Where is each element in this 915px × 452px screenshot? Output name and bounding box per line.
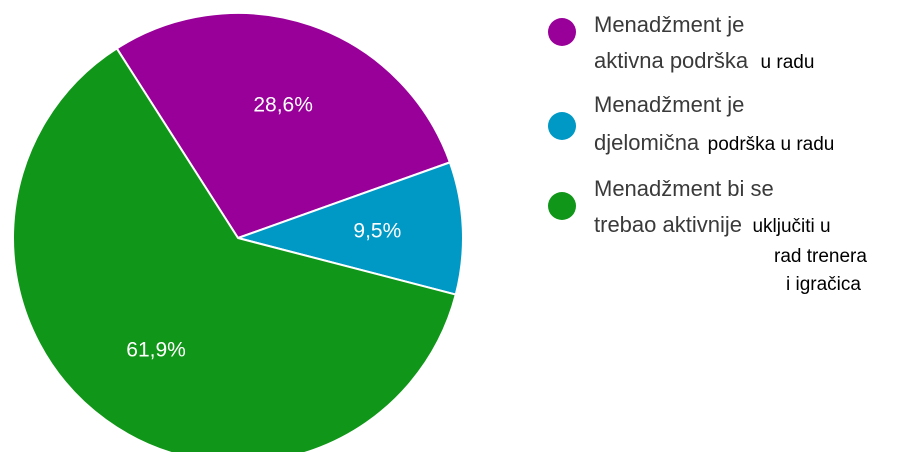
pie-slice-djelomicna-podrska[interactable] xyxy=(237,161,464,296)
legend-text: Menadžment je xyxy=(594,92,745,117)
pie-slice-labels: 28,6% 9,5% 61,9% xyxy=(126,94,401,362)
pie-slices xyxy=(12,12,464,452)
legend-text: aktivna podrška xyxy=(594,48,749,73)
legend-swatch-purple xyxy=(548,18,576,46)
legend-text: rad trenera xyxy=(774,246,867,267)
legend-text: djelomična xyxy=(594,130,700,155)
legend-text: Menadžment je xyxy=(594,12,745,37)
legend-text: trebao aktivnije xyxy=(594,212,742,237)
pie-slice-aktivna-podrska[interactable] xyxy=(115,12,451,239)
legend-text: u radu xyxy=(760,52,815,73)
pie-slice-aktivnije-ukljuciti[interactable] xyxy=(12,47,457,452)
pie-slice-value-label: 61,9% xyxy=(126,338,186,361)
legend-text: Menadžment bi se xyxy=(594,176,774,201)
legend-text: podrška u radu xyxy=(707,134,835,155)
legend-swatch-green xyxy=(548,192,576,220)
legend-text: uključiti u xyxy=(752,216,831,237)
legend-text: i igračica xyxy=(786,274,861,295)
pie-slice-value-label: 28,6% xyxy=(253,94,313,117)
legend-swatch-blue xyxy=(548,112,576,140)
pie-slice-value-label: 9,5% xyxy=(353,219,401,242)
